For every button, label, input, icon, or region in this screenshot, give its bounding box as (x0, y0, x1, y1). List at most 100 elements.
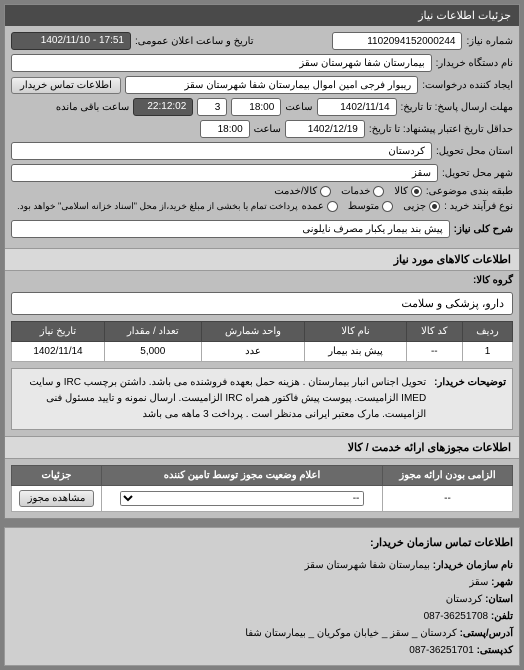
goods-table: ردیف کد کالا نام کالا واحد شمارش تعداد /… (11, 321, 513, 362)
cell-details: مشاهده مجوز (12, 486, 102, 512)
validity-date-field: 1402/12/19 (285, 120, 365, 138)
buyer-field: بیمارستان شفا شهرستان سقز (11, 54, 432, 72)
radio-jozei-label: جزیی (403, 201, 426, 212)
buyer-notes-box: توضیحات خریدار: تحویل اجناس انبار بیمارس… (11, 368, 513, 430)
remaining-label: ساعت باقی مانده (56, 102, 129, 113)
panel-body: شماره نیاز: 1102094152000244 تاریخ و ساع… (5, 26, 519, 248)
table-row: 1 -- پیش بند بیمار عدد 5,000 1402/11/14 (12, 342, 513, 362)
radio-dot-icon (327, 201, 338, 212)
footer-phone-row: تلفن: 36251708-087 (11, 608, 513, 625)
footer-city-row: شهر: سقز (11, 574, 513, 591)
row-requester: ایجاد کننده درخواست: ریبوار فرجی امین ام… (11, 76, 513, 94)
footer-title: اطلاعات تماس سازمان خریدار: (11, 534, 513, 553)
radio-khadamat[interactable]: خدمات (341, 186, 384, 197)
row-deadline: مهلت ارسال پاسخ: تا تاریخ: 1402/11/14 سا… (11, 98, 513, 116)
cell-name: پیش بند بیمار (305, 342, 406, 362)
radio-jozei[interactable]: جزیی (403, 201, 440, 212)
radio-omde[interactable]: عمده (302, 201, 338, 212)
hour-label-2: ساعت (254, 124, 281, 135)
cell-required: -- (383, 486, 513, 512)
radio-motevasset[interactable]: متوسط (348, 201, 393, 212)
group-label: گروه کالا: (473, 275, 513, 286)
requester-label: ایجاد کننده درخواست: (422, 80, 513, 91)
th-qty: تعداد / مقدار (104, 322, 201, 342)
th-name: نام کالا (305, 322, 406, 342)
goods-section-title: اطلاعات کالاهای مورد نیاز (5, 248, 519, 271)
footer-post: 36251701-087 (409, 645, 474, 656)
th-required: الزامی بودن ارائه مجوز (383, 466, 513, 486)
cell-code: -- (406, 342, 462, 362)
footer-city: سقز (469, 577, 488, 588)
footer-post-row: کدپستی: 36251701-087 (11, 642, 513, 659)
footer-city-label: شهر: (491, 577, 513, 588)
validity-label: حداقل تاریخ اعتبار پیشنهاد: تا تاریخ: (369, 124, 513, 135)
th-details: جزئیات (12, 466, 102, 486)
cell-status: -- (102, 486, 383, 512)
summary-label: شرح کلی نیاز: (454, 224, 513, 235)
remaining-days-field: 3 (197, 98, 227, 116)
deadline-date-field: 1402/11/14 (317, 98, 397, 116)
license-table: الزامی بودن ارائه مجوز اعلام وضعیت مجوز … (11, 465, 513, 512)
footer-post-label: کدپستی: (477, 645, 513, 656)
city-field: سقز (11, 164, 438, 182)
th-status: اعلام وضعیت مجوز توسط تامین کننده (102, 466, 383, 486)
th-row: ردیف (462, 322, 512, 342)
status-select[interactable]: -- (120, 491, 365, 506)
row-validity: حداقل تاریخ اعتبار پیشنهاد: تا تاریخ: 14… (11, 120, 513, 138)
footer-province-row: استان: کردستان (11, 591, 513, 608)
row-city: شهر محل تحویل: سقز (11, 164, 513, 182)
row-province: استان محل تحویل: کردستان (11, 142, 513, 160)
radio-dot-icon (411, 186, 422, 197)
footer-province-label: استان: (485, 594, 513, 605)
footer-org: بیمارستان شفا شهرستان سقز (305, 560, 430, 571)
panel-title: جزئیات اطلاعات نیاز (5, 5, 519, 26)
need-number-field: 1102094152000244 (332, 32, 462, 50)
contact-button[interactable]: اطلاعات تماس خریدار (11, 77, 121, 94)
goods-type-radios: کالا خدمات کالا/خدمت (274, 186, 422, 197)
deadline-label: مهلت ارسال پاسخ: تا تاریخ: (401, 102, 513, 113)
province-label: استان محل تحویل: (436, 146, 513, 157)
cell-row: 1 (462, 342, 512, 362)
row-priority: نوع فرآیند خرید : جزیی متوسط عمده پرداخت… (11, 201, 513, 212)
radio-dot-icon (320, 186, 331, 197)
footer-phone: 36251708-087 (424, 611, 489, 622)
goods-type-label: طبقه بندی موضوعی: (426, 186, 513, 197)
radio-kk-label: کالا/خدمت (274, 186, 317, 197)
hour-label-1: ساعت (285, 102, 312, 113)
buyer-notes-label: توضیحات خریدار: (434, 375, 506, 423)
th-date: تاریخ نیاز (12, 322, 105, 342)
footer-contact: اطلاعات تماس سازمان خریدار: نام سازمان خ… (4, 527, 520, 666)
footer-phone-label: تلفن: (491, 611, 513, 622)
goods-group-box: دارو، پزشکی و سلامت (11, 292, 513, 315)
row-goods-group: گروه کالا: (5, 271, 519, 286)
priority-label: نوع فرآیند خرید : (444, 201, 513, 212)
license-row: -- -- مشاهده مجوز (12, 486, 513, 512)
cell-qty: 5,000 (104, 342, 201, 362)
th-code: کد کالا (406, 322, 462, 342)
row-goods-type: طبقه بندی موضوعی: کالا خدمات کالا/خدمت (11, 186, 513, 197)
row-summary: شرح کلی نیاز: پیش بند بیمار یکبار مصرف ن… (11, 220, 513, 238)
validity-hour-field: 18:00 (200, 120, 250, 138)
radio-dot-icon (382, 201, 393, 212)
footer-address-row: آدرس/پستی: کردستان _ سقز _ خیابان موکریا… (11, 625, 513, 642)
radio-khadamat-label: خدمات (341, 186, 370, 197)
radio-dot-icon (429, 201, 440, 212)
view-license-button[interactable]: مشاهده مجوز (19, 490, 95, 507)
cell-unit: عدد (201, 342, 305, 362)
footer-org-label: نام سازمان خریدار: (433, 560, 513, 571)
requester-field: ریبوار فرجی امین اموال بیمارستان شفا شهر… (125, 76, 418, 94)
footer-address: کردستان _ سقز _ خیابان موکریان _ بیمارست… (245, 628, 457, 639)
radio-kala[interactable]: کالا (394, 186, 422, 197)
info-panel: جزئیات اطلاعات نیاز شماره نیاز: 11020941… (4, 4, 520, 519)
priority-radios: جزیی متوسط عمده (302, 201, 441, 212)
row-need-number: شماره نیاز: 1102094152000244 تاریخ و ساع… (11, 32, 513, 50)
radio-kala-label: کالا (394, 186, 408, 197)
city-label: شهر محل تحویل: (442, 168, 513, 179)
footer-org-row: نام سازمان خریدار: بیمارستان شفا شهرستان… (11, 557, 513, 574)
process-note: پرداخت تمام یا بخشی از مبلغ خرید،از محل … (17, 201, 297, 212)
radio-kala-khadamat[interactable]: کالا/خدمت (274, 186, 331, 197)
radio-mot-label: متوسط (348, 201, 379, 212)
buyer-notes-text: تحویل اجناس انبار بیمارستان . هزینه حمل … (18, 375, 426, 423)
deadline-hour-field: 18:00 (231, 98, 281, 116)
summary-field: پیش بند بیمار یکبار مصرف نایلونی (11, 220, 450, 238)
